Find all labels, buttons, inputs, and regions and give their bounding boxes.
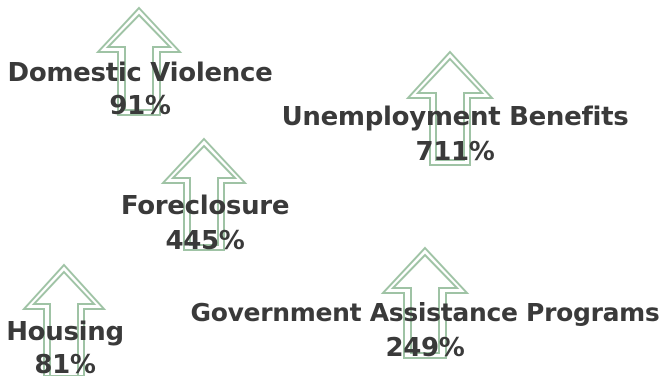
item-value: 445% (165, 226, 245, 256)
item-label: Domestic Violence (7, 58, 273, 88)
item-value: 711% (415, 137, 495, 167)
item-label: Unemployment Benefits (281, 102, 629, 132)
item-label: Government Assistance Programs (190, 298, 660, 327)
item-value: 91% (109, 91, 171, 121)
item-value: 249% (385, 333, 465, 363)
item-domestic-violence: Domestic Violence 91% (0, 0, 280, 125)
item-label: Foreclosure (120, 191, 290, 221)
item-unemployment-benefits: Unemployment Benefits 711% (280, 50, 630, 175)
item-value: 81% (34, 350, 96, 380)
item-label: Housing (6, 317, 124, 347)
item-government-assistance-programs: Government Assistance Programs 249% (190, 240, 660, 370)
item-housing: Housing 81% (0, 255, 130, 380)
